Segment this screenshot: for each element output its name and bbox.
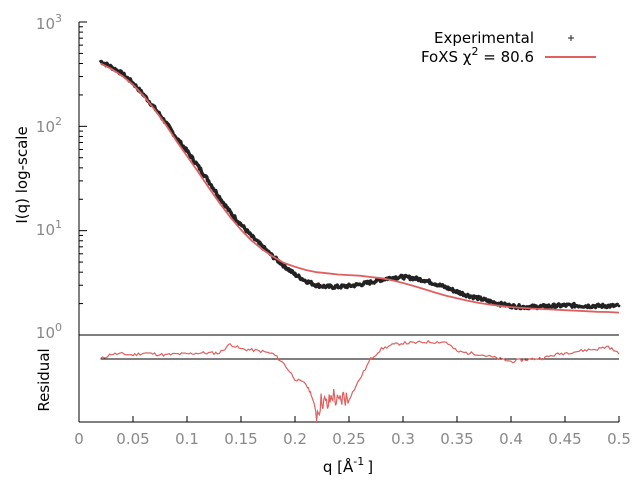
legend-marker-experimental [568, 35, 574, 41]
experimental-point [466, 293, 470, 297]
experimental-point [239, 222, 243, 226]
experimental-series [99, 59, 621, 311]
x-tick-label: 0.25 [332, 430, 365, 448]
legend-label-fit: FoXS χ2 = 80.6 [421, 45, 534, 66]
experimental-point [552, 304, 556, 308]
fit-line [100, 62, 620, 314]
legend: Experimental FoXS χ2 = 80.6 [421, 29, 596, 66]
x-tick-label: 0.35 [440, 430, 473, 448]
x-tick-label: 0.05 [116, 430, 149, 448]
experimental-point [444, 286, 448, 289]
experimental-point [293, 273, 297, 276]
experimental-point [185, 149, 189, 153]
plot-frame [78, 22, 619, 423]
y-tick-label: 100 [36, 321, 62, 342]
experimental-point [412, 276, 416, 280]
experimental-point [585, 304, 588, 308]
x-tick-labels: 0 0.05 0.1 0.15 0.2 0.25 0.3 0.35 0.4 0.45 0.5 [74, 430, 631, 448]
experimental-point [261, 245, 264, 249]
experimental-point [606, 304, 610, 308]
experimental-point [250, 235, 254, 238]
experimental-point [218, 195, 221, 199]
x-tick-label: 0.1 [175, 430, 199, 448]
experimental-point [369, 280, 372, 284]
experimental-point [531, 305, 534, 309]
experimental-point [423, 278, 426, 282]
experimental-point [401, 275, 405, 279]
experimental-band [99, 59, 620, 311]
experimental-point [455, 290, 459, 294]
fit-series [100, 62, 620, 314]
experimental-point [282, 264, 286, 268]
experimental-point [390, 276, 394, 279]
x-tick-label: 0.4 [499, 430, 523, 448]
x-axis-title: q [Å-1] [323, 455, 373, 476]
experimental-point [336, 285, 340, 289]
y-tick-label: 103 [36, 12, 62, 33]
experimental-point [488, 299, 491, 303]
x-tick-label: 0.5 [607, 430, 631, 448]
experimental-point [563, 304, 567, 307]
experimental-point [477, 296, 480, 300]
x-tick-label: 0.45 [548, 430, 581, 448]
experimental-point [304, 279, 308, 283]
residual-line [100, 339, 620, 422]
experimental-point [434, 282, 437, 286]
residual-panel [100, 339, 620, 422]
experimental-point [617, 304, 621, 308]
experimental-point [99, 59, 102, 63]
x-tick-label: 0.3 [391, 430, 415, 448]
legend-label-experimental: Experimental [434, 29, 534, 47]
experimental-point [574, 304, 578, 307]
y-tick-label: 102 [36, 115, 62, 136]
x-tick-label: 0.15 [224, 430, 257, 448]
x-tick-label: 0.2 [283, 430, 307, 448]
experimental-point [326, 285, 329, 289]
residual-axis-title: Residual [35, 348, 53, 411]
experimental-point [358, 283, 362, 286]
x-tick-label: 0 [74, 430, 84, 448]
experimental-point [347, 284, 351, 288]
experimental-point [498, 302, 502, 306]
experimental-point [542, 304, 545, 308]
y-tick-label: 101 [36, 218, 62, 239]
experimental-point [196, 164, 200, 168]
axis-ticks [78, 21, 620, 422]
y-axis-title: I(q) log-scale [13, 126, 31, 223]
experimental-point [228, 210, 232, 214]
experimental-point [315, 283, 318, 287]
experimental-point [596, 304, 599, 308]
experimental-point [207, 179, 211, 183]
